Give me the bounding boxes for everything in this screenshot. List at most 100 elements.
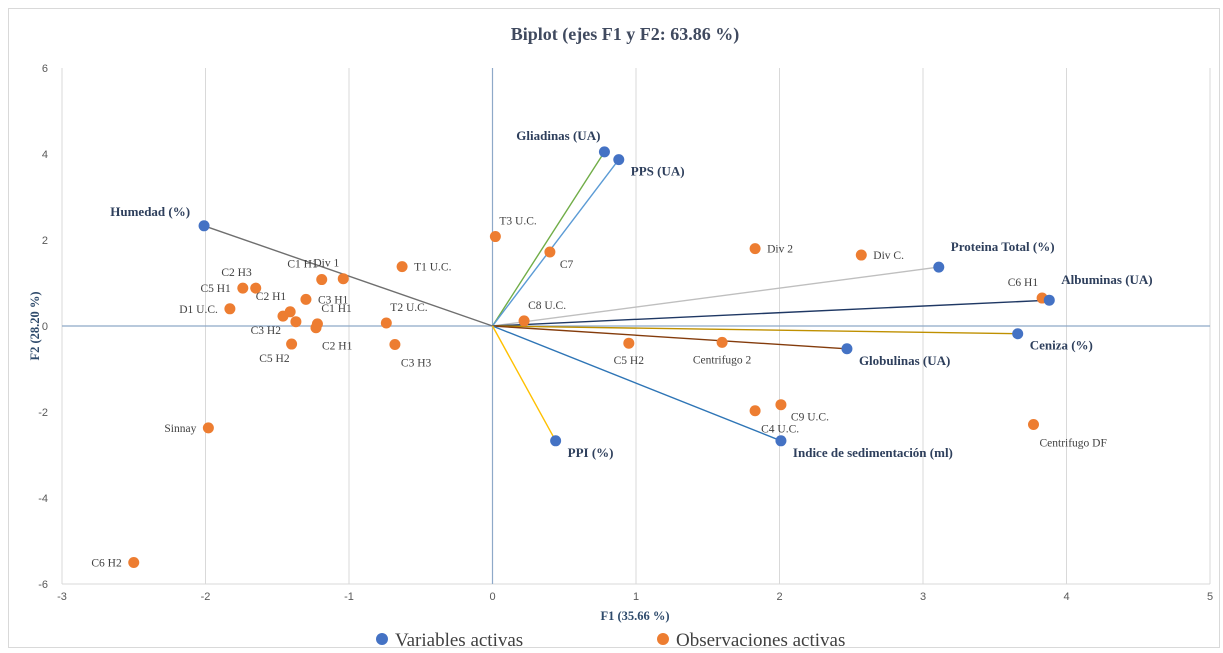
x-tick-label: 2	[776, 591, 782, 603]
legend-label-observations: Observaciones activas	[676, 630, 845, 651]
variable-vector-line	[491, 151, 606, 327]
variable-label: Humedad (%)	[110, 204, 190, 219]
observation-label: C8 U.C.	[528, 300, 566, 312]
variable-vector-line	[492, 325, 847, 350]
observation-point	[749, 243, 761, 255]
variable-point	[841, 343, 853, 355]
observation-points: T3 U.C. C7 Div 2 Div C. C6 H1 C8 U.C. Div 1 T1 …	[91, 216, 1107, 570]
variable-label: Proteina Total (%)	[951, 239, 1055, 254]
variable-label: PPI (%)	[568, 445, 614, 460]
x-tick-label: -1	[344, 591, 354, 603]
y-tick-label: 0	[42, 321, 48, 333]
observation-point	[286, 338, 298, 350]
observation-label: Centrifugo DF	[1039, 437, 1106, 449]
variable-point	[933, 261, 945, 273]
observation-label: Centrifugo 2	[693, 354, 752, 366]
observation-label: C9 U.C.	[791, 412, 829, 424]
x-tick-labels: -3 -2 -1 0 1 2 3 4 5	[57, 591, 1213, 603]
observation-label: C5 H2	[259, 353, 290, 365]
y-tick-label: 4	[42, 149, 48, 161]
variable-point	[198, 220, 210, 232]
y-tick-label: 2	[42, 235, 48, 247]
observation-label: C3 H3	[401, 357, 432, 369]
variable-label: Globulinas (UA)	[859, 353, 950, 368]
observation-label: Div C.	[873, 250, 904, 262]
observation-label: C1 H1	[321, 303, 352, 315]
x-tick-label: -3	[57, 591, 67, 603]
observation-point	[300, 293, 312, 305]
observation-point	[749, 405, 761, 417]
variable-vector-line	[492, 325, 782, 442]
y-tick-label: -2	[38, 407, 48, 419]
observation-label: C6 H2	[91, 558, 122, 570]
observation-label: C7	[560, 259, 574, 271]
variable-vectors	[203, 151, 1050, 442]
observation-point	[1027, 418, 1039, 430]
chart-title: Biplot (ejes F1 y F2: 63.86 %)	[511, 24, 739, 45]
observation-label: T3 U.C.	[499, 216, 537, 228]
observation-label: T2 U.C.	[390, 302, 428, 314]
observation-label: C3 H2	[251, 325, 282, 337]
variable-point	[1012, 328, 1024, 340]
observation-label: Sinnay	[164, 423, 196, 435]
y-tick-label: 6	[42, 63, 48, 75]
legend: Variables activas Observaciones activas	[376, 630, 845, 651]
variable-label: PPS (UA)	[631, 164, 685, 179]
chart-frame	[8, 8, 1220, 648]
y-tick-label: -6	[38, 579, 48, 591]
observation-point	[389, 338, 401, 350]
variable-label: Gliadinas (UA)	[516, 128, 600, 143]
observation-label: C3 H1	[318, 294, 349, 306]
variable-points: Gliadinas (UA) PPS (UA) Humedad (%) Protein…	[110, 128, 1152, 460]
observation-label: C1 H1	[287, 259, 318, 271]
observation-label: C5 H2	[614, 355, 645, 367]
observation-point	[775, 399, 787, 411]
observation-point	[855, 249, 867, 261]
variable-point	[550, 435, 562, 447]
variable-label: Indice de sedimentación (ml)	[793, 445, 953, 460]
legend-label-variables: Variables activas	[395, 630, 523, 651]
legend-marker-observations	[657, 633, 669, 645]
observation-point	[544, 246, 556, 258]
observation-point	[337, 273, 349, 285]
y-tick-label: -4	[38, 493, 48, 505]
observation-point	[202, 422, 214, 434]
observation-point	[250, 282, 262, 294]
legend-marker-variables	[376, 633, 388, 645]
observation-point	[290, 316, 302, 328]
x-axis-title: F1 (35.66 %)	[600, 609, 669, 623]
gridlines	[61, 68, 1211, 585]
observation-point	[396, 261, 408, 273]
y-tick-labels: -6 -4 -2 0 2 4 6	[38, 63, 48, 591]
x-tick-label: 3	[920, 591, 926, 603]
x-tick-label: 0	[489, 591, 495, 603]
variable-label: Albuminas (UA)	[1061, 272, 1152, 287]
variable-vector-line	[203, 225, 493, 327]
variable-vector-line	[492, 266, 939, 327]
variable-point	[775, 435, 787, 447]
observation-point	[277, 310, 289, 322]
observation-point	[380, 317, 392, 329]
variable-vector-line	[492, 299, 1050, 327]
observation-point	[716, 336, 728, 348]
y-axis-title: F2 (28.20 %)	[28, 291, 42, 360]
x-tick-label: 4	[1063, 591, 1069, 603]
observation-point	[128, 557, 140, 568]
observation-point	[518, 315, 530, 327]
variable-vector-line	[491, 159, 620, 327]
observation-label: C5 H1	[200, 283, 231, 295]
observation-point	[623, 337, 635, 349]
x-tick-label: -2	[201, 591, 211, 603]
observation-label: C2 H3	[221, 267, 252, 279]
variable-point	[1043, 294, 1055, 306]
observation-label: C2 H1	[322, 341, 353, 353]
observation-label: C4 U.C.	[761, 424, 799, 436]
observation-point	[316, 274, 328, 286]
observation-point	[224, 303, 236, 315]
observation-label: C2 H1	[256, 291, 287, 303]
observation-point	[310, 322, 322, 334]
variable-label: Ceniza (%)	[1030, 338, 1093, 353]
observation-point	[489, 231, 501, 243]
observation-label: T1 U.C.	[414, 262, 452, 274]
